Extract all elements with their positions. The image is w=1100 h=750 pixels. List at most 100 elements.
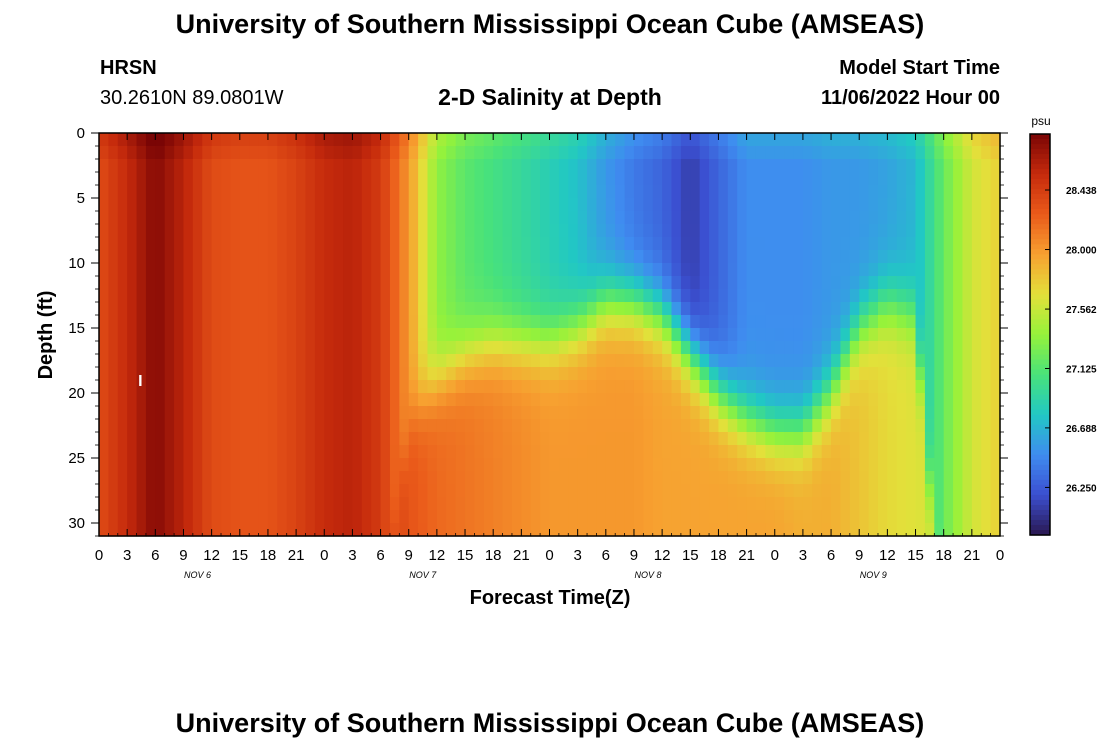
heatmap-cell	[427, 510, 438, 524]
heatmap-cell	[981, 523, 992, 537]
heatmap-cell	[633, 445, 644, 459]
heatmap-cell	[633, 289, 644, 303]
heatmap-cell	[859, 146, 870, 160]
heatmap-cell	[183, 302, 194, 316]
heatmap-cell	[380, 198, 391, 212]
heatmap-cell	[558, 237, 569, 251]
heatmap-cell	[596, 159, 607, 173]
heatmap-cell	[108, 250, 119, 264]
heatmap-cell	[174, 302, 185, 316]
heatmap-cell	[418, 484, 429, 498]
heatmap-cell	[615, 146, 626, 160]
heatmap-cell	[831, 185, 842, 199]
heatmap-cell	[145, 484, 156, 498]
heatmap-cell	[831, 302, 842, 316]
heatmap-cell	[427, 172, 438, 186]
heatmap-cell	[774, 406, 785, 420]
heatmap-cell	[915, 276, 926, 290]
heatmap-cell	[746, 185, 757, 199]
heatmap-cell	[333, 302, 344, 316]
heatmap-cell	[230, 328, 241, 342]
heatmap-cell	[915, 367, 926, 381]
heatmap-cell	[230, 250, 241, 264]
heatmap-cell	[915, 237, 926, 251]
heatmap-cell	[239, 276, 250, 290]
heatmap-cell	[549, 523, 560, 537]
heatmap-cell	[511, 185, 522, 199]
heatmap-cell	[755, 315, 766, 329]
heatmap-cell	[990, 393, 1001, 407]
heatmap-cell	[239, 341, 250, 355]
heatmap-cell	[981, 328, 992, 342]
heatmap-cell	[408, 432, 419, 446]
heatmap-cell	[352, 445, 363, 459]
colorbar-segment	[1030, 409, 1050, 416]
heatmap-cell	[549, 250, 560, 264]
heatmap-cell	[558, 484, 569, 498]
heatmap-cell	[371, 159, 382, 173]
heatmap-cell	[727, 445, 738, 459]
heatmap-cell	[558, 497, 569, 511]
heatmap-cell	[755, 237, 766, 251]
heatmap-cell	[183, 471, 194, 485]
heatmap-cell	[671, 185, 682, 199]
heatmap-cell	[221, 302, 231, 316]
heatmap-cell	[352, 367, 363, 381]
heatmap-cell	[361, 224, 372, 238]
heatmap-cell	[277, 133, 288, 147]
heatmap-cell	[624, 380, 635, 394]
heatmap-cell	[915, 471, 926, 485]
heatmap-cell	[371, 315, 382, 329]
heatmap-cell	[192, 276, 203, 290]
heatmap-cell	[136, 367, 147, 381]
heatmap-cell	[680, 393, 691, 407]
heatmap-cell	[709, 367, 720, 381]
heatmap-cell	[596, 224, 607, 238]
heatmap-cell	[746, 419, 757, 433]
heatmap-cell	[849, 133, 860, 147]
heatmap-cell	[202, 445, 213, 459]
heatmap-cell	[136, 224, 147, 238]
heatmap-cell	[239, 393, 250, 407]
heatmap-cell	[549, 211, 560, 225]
heatmap-cell	[877, 276, 888, 290]
heatmap-cell	[755, 146, 766, 160]
heatmap-cell	[746, 393, 757, 407]
heatmap-cell	[643, 523, 654, 537]
heatmap-cell	[774, 289, 785, 303]
heatmap-cell	[221, 250, 231, 264]
heatmap-cell	[511, 510, 522, 524]
heatmap-cell	[127, 367, 138, 381]
heatmap-cell	[474, 458, 485, 472]
heatmap-cell	[784, 419, 795, 433]
heatmap-cell	[793, 263, 804, 277]
heatmap-cell	[633, 341, 644, 355]
heatmap-cell	[671, 380, 682, 394]
heatmap-cell	[267, 458, 278, 472]
heatmap-cell	[793, 237, 804, 251]
heatmap-cell	[709, 315, 720, 329]
y-axis-label: Depth (ft)	[35, 291, 57, 380]
heatmap-cell	[971, 419, 982, 433]
heatmap-cell	[943, 211, 954, 225]
heatmap-cell	[174, 328, 185, 342]
heatmap-cell	[99, 354, 109, 368]
heatmap-cell	[136, 172, 147, 186]
heatmap-cell	[352, 250, 363, 264]
heatmap-cell	[821, 302, 832, 316]
heatmap-cell	[455, 263, 466, 277]
heatmap-cell	[558, 263, 569, 277]
heatmap-cell	[221, 458, 231, 472]
heatmap-cell	[812, 302, 823, 316]
heatmap-cell	[877, 211, 888, 225]
heatmap-cell	[896, 263, 907, 277]
heatmap-cell	[765, 250, 776, 264]
heatmap-cell	[831, 263, 842, 277]
heatmap-cell	[868, 471, 879, 485]
heatmap-cell	[211, 263, 222, 277]
heatmap-cell	[568, 146, 579, 160]
colorbar-segment	[1030, 494, 1050, 501]
heatmap-cell	[962, 458, 973, 472]
heatmap-cell	[314, 393, 325, 407]
heatmap-cell	[455, 484, 466, 498]
